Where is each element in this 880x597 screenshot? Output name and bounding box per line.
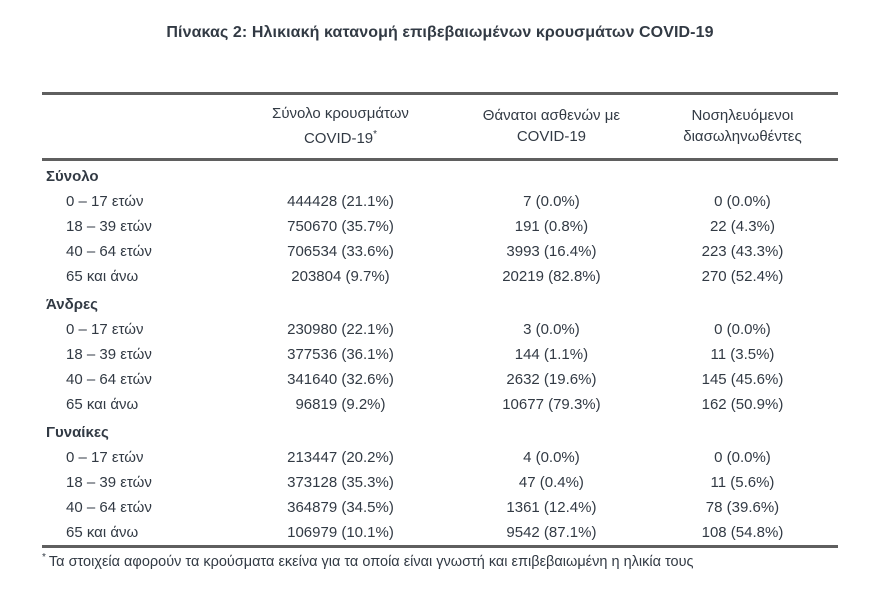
deaths-column-header: Θάνατοι ασθενών με COVID-19 — [456, 94, 647, 160]
covid-age-table-container: Σύνολο κρουσμάτων COVID-19* Θάνατοι ασθε… — [42, 92, 838, 548]
age-group-label: 18 – 39 ετών — [66, 218, 152, 235]
deaths-cell: 3 (0.0%) — [523, 321, 580, 338]
cases-cell: 96819 (9.2%) — [295, 396, 386, 413]
cases-cell: 706534 (33.6%) — [287, 243, 394, 260]
table-row: 40 – 64 ετών 341640 (32.6%) 2632 (19.6%) 14… — [42, 367, 838, 392]
section-label: Γυναίκες — [46, 424, 109, 441]
deaths-cell: 9542 (87.1%) — [506, 524, 597, 541]
deaths-cell: 4 (0.0%) — [523, 449, 580, 466]
intubated-cell: 11 (3.5%) — [710, 346, 775, 363]
cases-cell: 377536 (36.1%) — [287, 346, 394, 363]
age-group-label: 65 και άνω — [66, 268, 139, 285]
intubated-cell: 11 (5.6%) — [710, 474, 775, 491]
table-row: 0 – 17 ετών 444428 (21.1%) 7 (0.0%) 0 (0.0%… — [42, 189, 838, 214]
section-row: Άνδρες — [42, 289, 838, 317]
header-row: Σύνολο κρουσμάτων COVID-19* Θάνατοι ασθε… — [42, 93, 838, 160]
row-label-column-header — [42, 94, 225, 160]
intubated-cell: 223 (43.3%) — [701, 243, 784, 260]
deaths-cell: 20219 (82.8%) — [502, 268, 601, 285]
table-row: 40 – 64 ετών 364879 (34.5%) 1361 (12.4%) 78… — [42, 495, 838, 520]
age-group-label: 0 – 17 ετών — [66, 193, 144, 210]
deaths-cell: 2632 (19.6%) — [506, 371, 597, 388]
footnote: * Τα στοιχεία αφορούν τα κρούσματα εκείνα… — [42, 548, 838, 572]
intubated-cell: 0 (0.0%) — [714, 193, 771, 210]
table-row: 18 – 39 ετών 373128 (35.3%) 47 (0.4%) 11 (5… — [42, 470, 838, 495]
deaths-cell: 144 (1.1%) — [514, 346, 589, 363]
cases-cell: 203804 (9.7%) — [291, 268, 390, 285]
cases-cell: 230980 (22.1%) — [287, 321, 394, 338]
age-group-label: 18 – 39 ετών — [66, 346, 152, 363]
intubated-cell: 0 (0.0%) — [714, 449, 771, 466]
deaths-cell: 10677 (79.3%) — [502, 396, 601, 413]
cases-header-line2: COVID-19 — [303, 130, 374, 147]
age-group-label: 0 – 17 ετών — [66, 449, 144, 466]
cases-cell: 106979 (10.1%) — [287, 524, 394, 541]
intubated-cell: 22 (4.3%) — [709, 218, 775, 235]
cases-column-header: Σύνολο κρουσμάτων COVID-19* — [225, 94, 456, 160]
deaths-header-line1: Θάνατοι ασθενών με — [482, 107, 621, 124]
deaths-cell: 7 (0.0%) — [523, 193, 580, 210]
intubated-cell: 145 (45.6%) — [701, 371, 784, 388]
cases-cell: 364879 (34.5%) — [287, 499, 394, 516]
page-title: Πίνακας 2: Ηλικιακή κατανομή επιβεβαιωμέ… — [166, 24, 714, 41]
intubated-cell: 270 (52.4%) — [701, 268, 784, 285]
age-group-label: 65 και άνω — [66, 524, 139, 541]
intubated-header-line1: Νοσηλευόμενοι — [691, 107, 794, 124]
intubated-cell: 162 (50.9%) — [701, 396, 784, 413]
age-group-label: 65 και άνω — [66, 396, 139, 413]
deaths-cell: 1361 (12.4%) — [506, 499, 597, 516]
table-body: Σύνολο 0 – 17 ετών 444428 (21.1%) 7 (0.0%) 0… — [42, 160, 838, 547]
section-label: Άνδρες — [46, 296, 98, 313]
table-row: 0 – 17 ετών 213447 (20.2%) 4 (0.0%) 0 (0.0%… — [42, 445, 838, 470]
table-header: Σύνολο κρουσμάτων COVID-19* Θάνατοι ασθε… — [42, 93, 838, 160]
age-group-label: 40 – 64 ετών — [66, 499, 152, 516]
covid-age-table: Σύνολο κρουσμάτων COVID-19* Θάνατοι ασθε… — [42, 92, 838, 548]
intubated-column-header: Νοσηλευόμενοι διασωληνωθέντες — [647, 94, 838, 160]
table-row: 65 και άνω 106979 (10.1%) 9542 (87.1%) 108 … — [42, 520, 838, 547]
section-label: Σύνολο — [46, 168, 99, 185]
cases-cell: 373128 (35.3%) — [287, 474, 394, 491]
table-row: 18 – 39 ετών 377536 (36.1%) 144 (1.1%) 11 (… — [42, 342, 838, 367]
cases-cell: 750670 (35.7%) — [287, 218, 394, 235]
table-row: 65 και άνω 203804 (9.7%) 20219 (82.8%) 270 … — [42, 264, 838, 289]
intubated-cell: 108 (54.8%) — [701, 524, 784, 541]
deaths-cell: 191 (0.8%) — [514, 218, 589, 235]
cases-header-asterisk: * — [373, 129, 378, 140]
age-group-label: 0 – 17 ετών — [66, 321, 144, 338]
intubated-cell: 78 (39.6%) — [705, 499, 780, 516]
age-group-label: 40 – 64 ετών — [66, 371, 152, 388]
footnote-asterisk: * — [42, 552, 46, 563]
deaths-header-line2: COVID-19 — [516, 128, 587, 145]
table-row: 40 – 64 ετών 706534 (33.6%) 3993 (16.4%) 22… — [42, 239, 838, 264]
table-row: 18 – 39 ετών 750670 (35.7%) 191 (0.8%) 22 (… — [42, 214, 838, 239]
cases-cell: 444428 (21.1%) — [287, 193, 394, 210]
age-group-label: 40 – 64 ετών — [66, 243, 152, 260]
cases-header-line1: Σύνολο κρουσμάτων — [272, 105, 409, 122]
table-row: 0 – 17 ετών 230980 (22.1%) 3 (0.0%) 0 (0.0%… — [42, 317, 838, 342]
intubated-header-line2: διασωληνωθέντες — [683, 128, 802, 145]
table-row: 65 και άνω 96819 (9.2%) 10677 (79.3%) 162 (… — [42, 392, 838, 417]
cases-cell: 213447 (20.2%) — [287, 449, 394, 466]
intubated-cell: 0 (0.0%) — [714, 321, 771, 338]
footnote-text: Τα στοιχεία αφορούν τα κρούσματα εκείνα … — [48, 553, 694, 570]
deaths-cell: 47 (0.4%) — [518, 474, 584, 491]
age-group-label: 18 – 39 ετών — [66, 474, 152, 491]
deaths-cell: 3993 (16.4%) — [506, 243, 597, 260]
cases-cell: 341640 (32.6%) — [287, 371, 394, 388]
section-row: Γυναίκες — [42, 417, 838, 445]
section-row: Σύνολο — [42, 160, 838, 190]
